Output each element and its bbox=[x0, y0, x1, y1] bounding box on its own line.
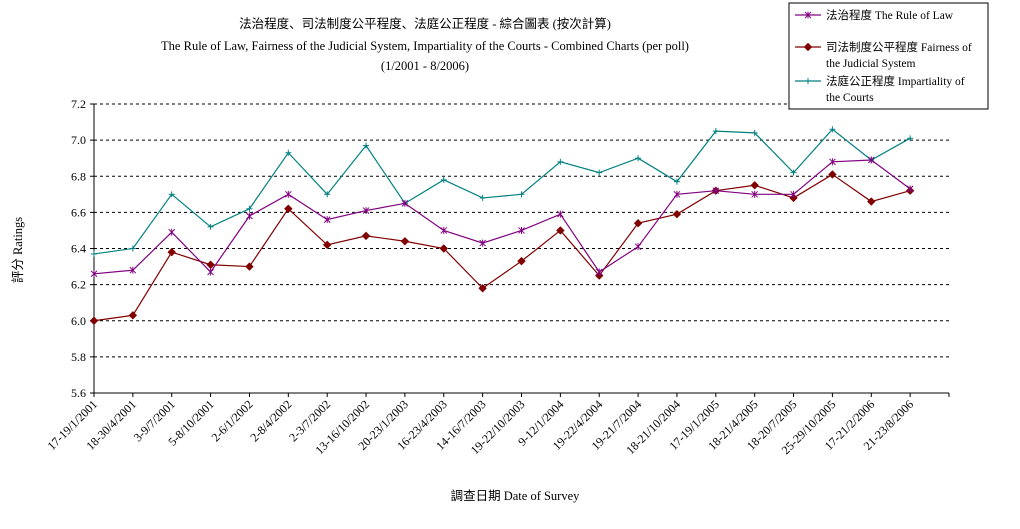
legend-item: 司法制度公平程度 Fairness of the Judicial System bbox=[795, 40, 972, 70]
data-point bbox=[672, 209, 682, 219]
data-point bbox=[323, 216, 331, 224]
data-point bbox=[246, 212, 253, 220]
data-point bbox=[712, 187, 720, 195]
data-point bbox=[804, 11, 812, 19]
y-tick-label: 5.6 bbox=[71, 386, 86, 400]
data-point bbox=[207, 223, 214, 230]
data-point bbox=[168, 191, 175, 198]
data-point bbox=[751, 129, 758, 136]
data-point bbox=[595, 268, 603, 276]
data-point bbox=[91, 250, 97, 257]
y-tick-label: 5.8 bbox=[71, 350, 86, 364]
data-point bbox=[322, 240, 332, 250]
data-point bbox=[90, 270, 98, 278]
y-tick-label: 6.8 bbox=[71, 169, 86, 183]
data-point bbox=[712, 128, 719, 135]
x-tick-label: 2-6/1/2002 bbox=[208, 397, 255, 444]
data-point bbox=[363, 142, 370, 149]
gridlines bbox=[94, 103, 949, 358]
data-point bbox=[867, 197, 876, 206]
data-point bbox=[751, 190, 759, 198]
y-tick-label: 7.2 bbox=[71, 97, 86, 111]
data-point bbox=[634, 243, 642, 251]
chart-date-range: (1/2001 - 8/2006) bbox=[381, 59, 469, 73]
data-point bbox=[635, 155, 642, 162]
data-point bbox=[805, 78, 811, 84]
data-point bbox=[168, 228, 176, 236]
data-point bbox=[440, 176, 447, 183]
x-tick-label: 2-8/4/2002 bbox=[247, 397, 294, 444]
data-point bbox=[362, 207, 370, 215]
legend: 法治程度 The Rule of Law 司法制度公平程度 Fairness of… bbox=[788, 2, 989, 110]
data-point bbox=[285, 149, 292, 156]
data-point bbox=[803, 42, 813, 52]
legend-label: the Courts bbox=[826, 92, 874, 104]
y-tick-label: 6.0 bbox=[71, 314, 86, 328]
data-point bbox=[89, 316, 99, 325]
legend-label: 法治程度 The Rule of Law bbox=[826, 8, 954, 22]
data-point bbox=[206, 260, 215, 269]
data-point bbox=[479, 239, 486, 247]
series-line bbox=[93, 128, 911, 255]
series-line bbox=[93, 159, 911, 275]
data-point bbox=[906, 185, 914, 193]
data-point bbox=[207, 268, 214, 276]
data-series bbox=[89, 126, 915, 325]
data-point bbox=[128, 311, 138, 320]
data-point bbox=[673, 178, 680, 185]
data-point bbox=[633, 219, 643, 228]
data-point bbox=[556, 226, 565, 235]
data-point bbox=[246, 205, 253, 212]
legend-label: the Judicial System bbox=[826, 58, 915, 70]
series-line bbox=[93, 173, 911, 322]
legend-box bbox=[788, 2, 989, 110]
data-point bbox=[129, 245, 136, 252]
series-rule-of-law bbox=[90, 156, 914, 278]
data-point bbox=[596, 169, 603, 176]
data-point bbox=[829, 126, 836, 133]
data-point bbox=[324, 191, 331, 198]
legend-label: 法庭公正程度 Impartiality of bbox=[826, 74, 965, 88]
x-tick-labels: 17-19/1/200118-30/4/20013-9/7/20015-8/10… bbox=[44, 397, 916, 457]
y-tick-labels: 5.6 5.8 6.0 6.2 6.4 6.6 6.8 7.0 7.2 bbox=[71, 97, 86, 400]
axes bbox=[90, 103, 950, 397]
y-tick-label: 7.0 bbox=[71, 133, 86, 147]
y-tick-label: 6.6 bbox=[71, 205, 86, 219]
legend-item: 法治程度 The Rule of Law bbox=[795, 8, 954, 22]
data-point bbox=[557, 210, 564, 218]
data-point bbox=[479, 194, 486, 201]
y-tick-label: 6.4 bbox=[71, 242, 86, 256]
data-point bbox=[867, 156, 875, 164]
data-point bbox=[557, 158, 564, 165]
data-point bbox=[167, 247, 176, 257]
data-point bbox=[907, 135, 914, 142]
data-point bbox=[400, 237, 410, 246]
data-point bbox=[518, 226, 525, 234]
chart-subtitle: The Rule of Law, Fairness of the Judicia… bbox=[161, 39, 689, 53]
data-point bbox=[129, 266, 137, 274]
chart-title: 法治程度、司法制度公平程度、法庭公正程度 - 綜合圖表 (按次計算) bbox=[239, 16, 611, 31]
x-axis-title: 調查日期 Date of Survey bbox=[451, 489, 581, 503]
data-point bbox=[790, 190, 797, 198]
y-tick-label: 6.2 bbox=[71, 278, 86, 292]
data-point bbox=[440, 226, 448, 234]
data-point bbox=[401, 199, 409, 207]
data-point bbox=[361, 231, 371, 241]
legend-label: 司法制度公平程度 Fairness of bbox=[826, 40, 972, 54]
data-point bbox=[673, 190, 681, 198]
data-point bbox=[828, 170, 837, 179]
data-point bbox=[439, 244, 448, 253]
data-point bbox=[750, 181, 759, 190]
data-point bbox=[284, 190, 292, 198]
data-point bbox=[478, 284, 487, 293]
data-point bbox=[518, 191, 525, 198]
data-point bbox=[245, 262, 254, 271]
data-point bbox=[517, 256, 526, 266]
data-point bbox=[790, 169, 797, 176]
y-axis-title: 評分 Ratings bbox=[10, 217, 25, 283]
legend-item: 法庭公正程度 Impartiality of the Courts bbox=[795, 74, 965, 104]
data-point bbox=[284, 204, 293, 213]
data-point bbox=[829, 158, 836, 166]
